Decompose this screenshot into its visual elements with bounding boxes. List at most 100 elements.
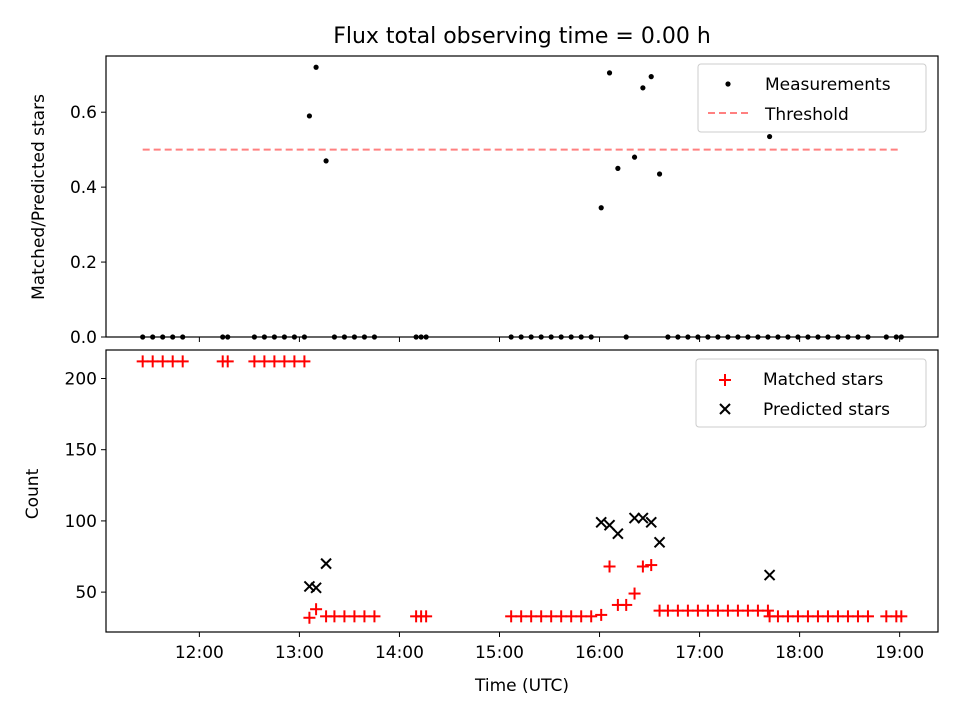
measurement-point <box>795 334 801 340</box>
measurement-point <box>323 158 329 164</box>
predicted-star-stroke-b <box>595 516 607 529</box>
legend-predicted-label: Predicted stars <box>763 400 890 420</box>
measurement-point <box>418 334 424 340</box>
measurement-point <box>725 334 731 340</box>
matched-star-point <box>681 604 694 617</box>
measurement-point <box>413 334 419 340</box>
predicted-star-stroke-b <box>637 512 649 524</box>
measurement-point <box>835 334 841 340</box>
top-ytick-label: 0.6 <box>70 103 97 123</box>
measurement-point <box>548 334 554 340</box>
matched-star-point <box>701 604 714 617</box>
measurement-point <box>855 334 861 340</box>
measurement-point <box>528 334 534 340</box>
predicted-star-stroke-b <box>628 512 641 524</box>
measurement-point <box>685 334 691 340</box>
matched-star-point <box>310 603 323 616</box>
predicted-star-stroke-b <box>612 528 624 540</box>
measurement-point <box>765 334 771 340</box>
measurement-point <box>623 334 629 340</box>
measurement-point <box>695 334 701 340</box>
measurement-point <box>665 334 671 340</box>
matched-star-point <box>771 610 784 623</box>
matched-star-point <box>298 355 311 368</box>
measurement-point <box>785 334 791 340</box>
predicted-star-point <box>628 512 641 524</box>
measurement-point <box>648 74 654 80</box>
matched-star-point <box>811 610 824 623</box>
measurement-point <box>898 334 904 340</box>
measurement-point <box>745 334 751 340</box>
measurement-point <box>656 171 663 177</box>
legend-threshold-label: Threshold <box>764 105 849 125</box>
top-ytick-label: 0.2 <box>70 253 97 273</box>
measurement-point <box>281 334 288 340</box>
matched-star-point <box>841 610 854 623</box>
matched-star-point <box>288 355 301 368</box>
matched-star-point <box>156 355 169 368</box>
matched-star-point <box>268 355 281 368</box>
measurement-point <box>508 334 514 340</box>
matched-star-point <box>781 610 794 623</box>
measurement-point <box>755 334 761 340</box>
matched-star-point <box>620 598 633 611</box>
matched-star-point <box>221 355 234 368</box>
matched-star-point <box>721 604 734 617</box>
measurement-point <box>578 334 584 340</box>
x-tick-label: 13:00 <box>275 643 324 663</box>
matched-star-point <box>585 610 598 623</box>
measurement-point <box>180 334 186 340</box>
measurement-point <box>518 334 524 340</box>
measurement-point <box>640 85 646 91</box>
predicted-star-point <box>320 557 332 570</box>
matched-star-point <box>791 610 804 623</box>
measurement-point <box>313 64 319 70</box>
measurement-point <box>291 334 298 340</box>
matched-star-point <box>338 610 351 623</box>
bottom-ytick-label: 150 <box>65 441 97 461</box>
matched-star-point <box>136 355 149 368</box>
panel-bottom: Count Time (UTC) <box>23 349 939 696</box>
x-tick-label: 18:00 <box>775 643 824 663</box>
y-axis-label-top: Matched/Predicted stars <box>29 94 49 300</box>
matched-star-point <box>880 610 893 623</box>
matched-star-point <box>761 604 774 617</box>
measurement-point <box>558 334 564 340</box>
matched-star-point <box>751 604 764 617</box>
predicted-star-stroke-b <box>763 569 776 581</box>
predicted-star-stroke-b <box>603 519 616 531</box>
bottom-ytick-label: 100 <box>65 512 97 532</box>
measurement-point <box>160 334 166 340</box>
legend-predicted-marker <box>719 403 731 415</box>
measurement-point <box>893 334 899 340</box>
measurement-point <box>883 334 889 340</box>
predicted-star-point <box>310 582 322 594</box>
x-tick-label: 16:00 <box>575 643 624 663</box>
predicted-star-stroke-b <box>320 557 332 570</box>
axes-frame-bottom <box>105 349 939 633</box>
legend-bottom-frame <box>695 358 927 428</box>
measurement-point <box>775 334 781 340</box>
matched-star-point <box>348 610 361 623</box>
chart-marks: 0.0 0.2 0.4 0.6 50 100 150 200 12:00 13:00 14:00 15… <box>65 64 924 663</box>
measurement-point <box>615 165 621 171</box>
bottom-ytick-label: 50 <box>75 583 97 603</box>
measurement-point <box>815 334 821 340</box>
matched-star-point <box>545 610 558 623</box>
measurement-point <box>150 334 156 340</box>
predicted-star-point <box>595 516 607 529</box>
measurement-point <box>538 334 544 340</box>
measurement-point <box>251 334 257 340</box>
measurement-point <box>805 334 811 340</box>
matched-star-point <box>575 610 588 623</box>
matched-star-point <box>420 610 433 623</box>
matched-star-point <box>166 355 179 368</box>
x-tick-label: 19:00 <box>875 643 924 663</box>
measurement-point <box>220 334 226 340</box>
predicted-star-point <box>603 519 616 531</box>
measurement-point <box>225 334 231 340</box>
predicted-star-point <box>763 569 776 581</box>
legend-top: Measurements Threshold <box>697 63 927 133</box>
legend-measurements-marker <box>725 81 731 87</box>
matched-star-point <box>628 587 641 600</box>
